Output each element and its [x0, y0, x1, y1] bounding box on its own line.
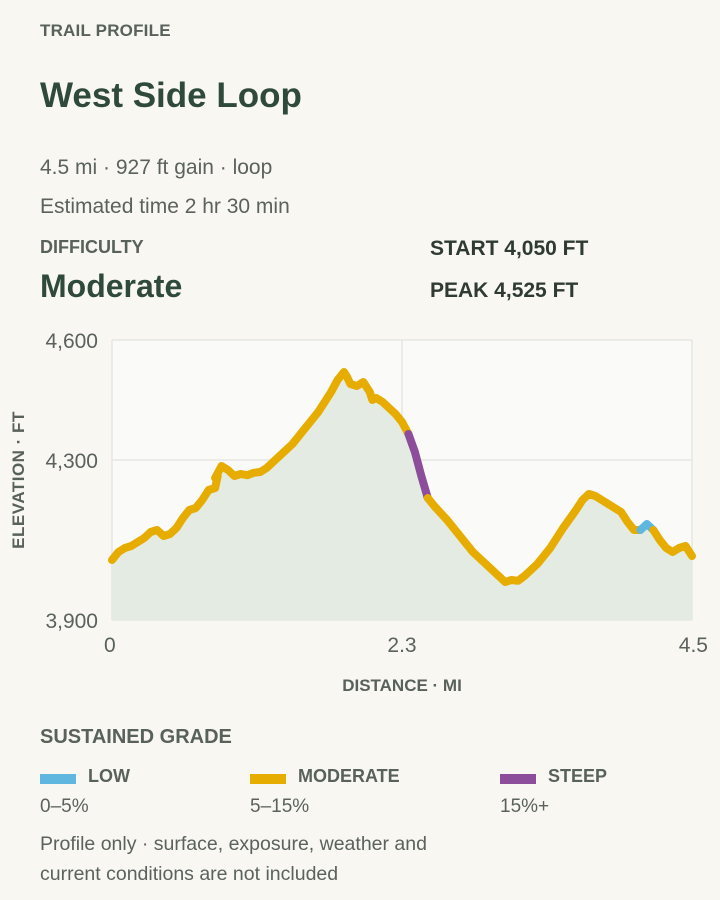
difficulty-label: DIFFICULTY	[40, 237, 144, 257]
footnote-line-1: Profile only · surface, exposure, weathe…	[40, 833, 427, 855]
legend-label-low: LOW	[88, 766, 130, 786]
peak-elevation: PEAK 4,525 FT	[430, 279, 579, 302]
estimated-time: Estimated time 2 hr 30 min	[40, 195, 290, 218]
legend-swatch-steep	[500, 774, 536, 784]
grade-segment-steep-1	[404, 430, 432, 502]
x-tick-label-2: 4.5	[679, 634, 708, 657]
legend-label-moderate: MODERATE	[298, 766, 400, 786]
legend-title: SUSTAINED GRADE	[40, 726, 232, 748]
start-elevation: START 4,050 FT	[430, 237, 589, 260]
x-axis-ticks: 0 2.3 4.5	[104, 634, 708, 657]
x-axis-label: DISTANCE · MI	[342, 676, 462, 695]
footnote-line-2: current conditions are not included	[40, 863, 339, 885]
legend-swatch-moderate	[250, 774, 286, 784]
legend-range-moderate: 5–15%	[250, 796, 310, 817]
grade-segment-moderate-2	[423, 490, 645, 586]
legend-swatch-low	[40, 774, 76, 784]
elevation-profile-chart: 3,900 4,300 4,600 0 2.3 4.5 ELEVATION · FT D…	[9, 330, 708, 695]
grade-segments	[108, 368, 696, 586]
x-tick-label-1: 2.3	[387, 634, 416, 657]
legend-range-low: 0–5%	[40, 796, 89, 817]
section-kicker: TRAIL PROFILE	[40, 21, 171, 40]
y-tick-label-1: 4,300	[45, 450, 98, 473]
y-tick-label-2: 4,600	[45, 330, 98, 353]
legend-range-steep: 15%+	[500, 796, 550, 817]
grade-segment-moderate-0	[108, 368, 413, 564]
trail-title: West Side Loop	[40, 76, 302, 115]
y-axis-ticks: 3,900 4,300 4,600	[45, 330, 98, 633]
difficulty-value: Moderate	[40, 268, 183, 304]
y-axis-label: ELEVATION · FT	[9, 411, 28, 549]
trail-summary: 4.5 mi · 927 ft gain · loop	[40, 156, 273, 179]
y-tick-label-0: 3,900	[45, 610, 98, 633]
grade-segment-moderate-4	[649, 526, 696, 560]
x-tick-label-0: 0	[104, 634, 116, 657]
legend-label-steep: STEEP	[548, 766, 608, 786]
